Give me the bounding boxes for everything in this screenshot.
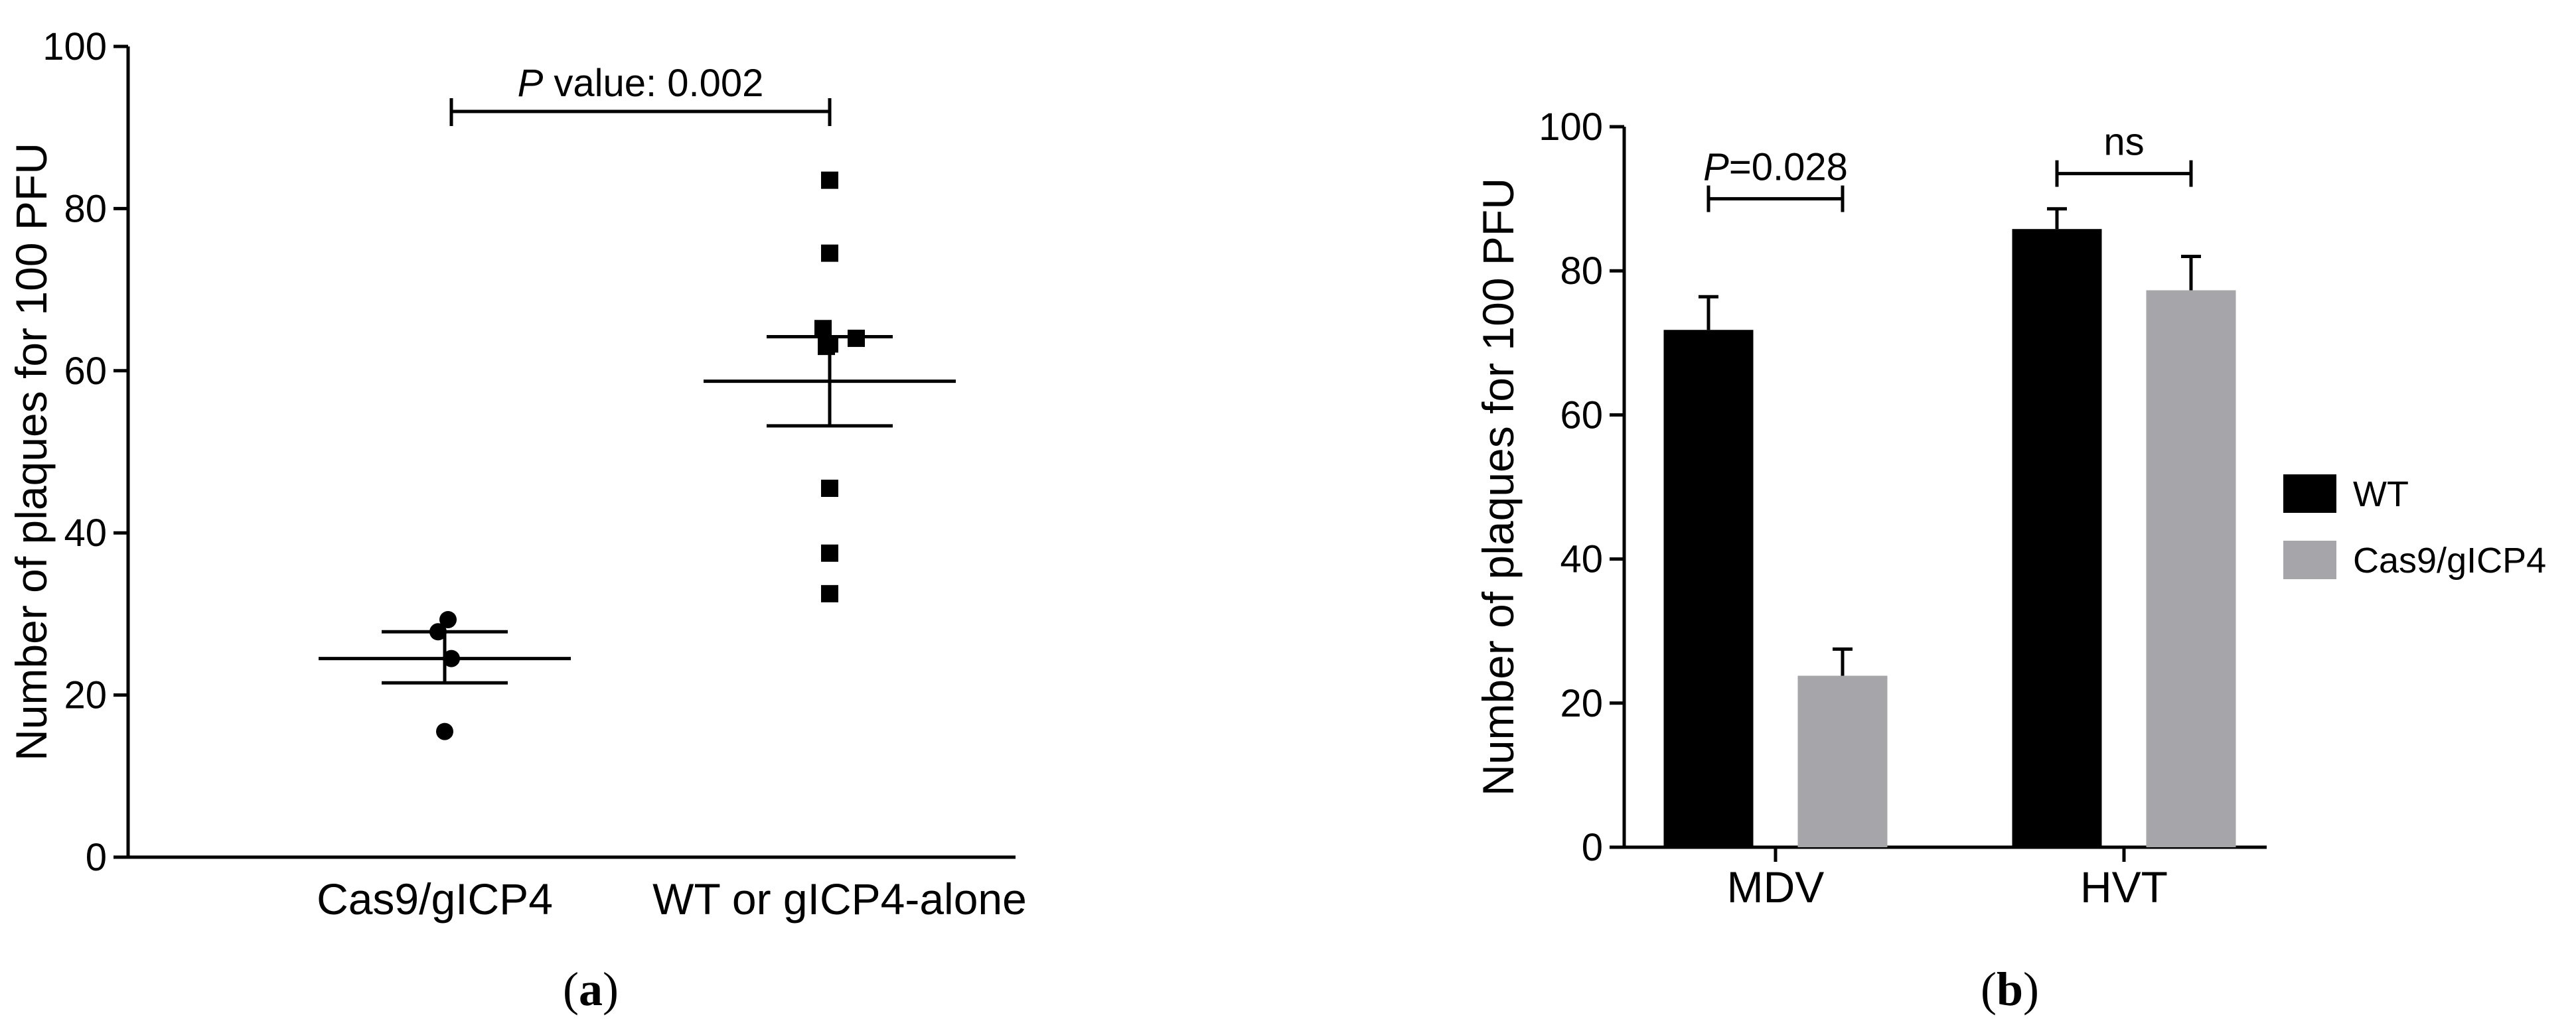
panel-a-axes [126,46,1016,859]
panel-a-y-axis-label: Number of plaques for 100 PFU [7,143,56,761]
panel-b-bar [1797,675,1888,847]
panel-b-y-tick-label: 100 [1539,105,1603,149]
panel-b-label-close: ) [2023,963,2039,1016]
panel-b-x-category-label: HVT [2080,862,2168,912]
panel-b-x-category-label: MDV [1727,862,1825,912]
panel-a-x-category-label: Cas9/gICP4 [317,874,553,924]
panel-a-data-marks [319,171,956,740]
panel-b-p-italic: P [1703,146,1729,189]
panel-a-y-tick-label: 60 [64,350,107,393]
panel-a-x-categories: Cas9/gICP4 WT or gICP4-alone [317,874,1027,924]
panel-b-bars [1663,207,2236,848]
panel-a-chart: 0 20 40 60 80 100 Number of plaques for 100 P… [7,25,1027,1016]
panel-a-data-point [821,479,838,497]
panel-b-chart: 0 20 40 60 80 100 Number of plaques for 100 P… [1474,105,2546,1016]
panel-b-p-text: =0.028 [1729,146,1848,189]
panel-b-bar [2012,229,2102,847]
panel-a-label-open: ( [563,963,579,1016]
panel-a-p-italic: P [518,62,544,105]
panel-a-p-text: value: 0.002 [543,62,763,105]
panel-b-legend: WT Cas9/gICP4 [2283,474,2546,581]
panel-b-x-categories: MDV HVT [1727,847,2168,912]
panel-b-legend-label: WT [2353,474,2409,514]
panel-a-data-point [848,329,865,347]
panel-b-label-open: ( [1981,963,1997,1016]
panel-b-bar [2146,290,2236,848]
panel-b-y-tick-label: 60 [1560,393,1603,437]
panel-b-label: (b) [1981,963,2039,1016]
panel-a-data-point [429,623,447,641]
panel-a-y-tick-label: 80 [64,187,107,230]
panel-b-significance-label: ns [2103,121,2144,164]
panel-a-significance-bracket: P value: 0.002 [449,62,832,126]
panel-a-y-ticks: 0 20 40 60 80 100 [42,25,128,879]
panel-a-data-point [439,610,457,628]
panel-a-y-tick-label: 40 [64,512,107,555]
panel-a-p-value-label: P value: 0.002 [518,62,764,105]
panel-a-data-point [821,335,838,353]
panel-b-significance-label: P=0.028 [1703,146,1848,189]
panel-b-legend-swatch [2283,474,2336,513]
panel-b-y-axis-label: Number of plaques for 100 PFU [1474,178,1523,796]
panel-a-y-tick-label: 20 [64,674,107,717]
panel-a-data-point [821,244,838,262]
panel-b-significance-brackets: P=0.028 ns [1703,121,2193,212]
panel-b-y-tick-label: 40 [1560,538,1603,581]
panel-a-data-point [436,722,453,740]
panel-a-data-point [821,544,838,562]
panel-a-y-tick-label: 0 [86,836,107,879]
panel-a-label-letter: a [579,963,603,1016]
panel-a-data-point [821,584,838,602]
panel-a-data-point [814,320,832,338]
panel-a-label: (a) [563,963,619,1016]
panel-b-legend-swatch [2283,541,2336,579]
panel-a-x-category-label: WT or gICP4-alone [652,874,1027,924]
panel-b-y-ticks: 0 20 40 60 80 100 [1539,105,1624,869]
panel-b-y-tick-label: 0 [1582,826,1603,869]
panel-b-bar [1663,330,1754,847]
panel-b-y-tick-label: 20 [1560,682,1603,725]
panel-b-legend-label: Cas9/gICP4 [2353,541,2546,581]
panel-a-data-point [443,650,460,667]
panel-a-y-tick-label: 100 [42,25,107,68]
panel-b-label-letter: b [1997,963,2023,1016]
panel-b-y-tick-label: 80 [1560,249,1603,293]
panel-a-data-point [821,171,838,189]
panel-a-label-close: ) [603,963,619,1016]
panel-b-p-text: ns [2103,121,2144,164]
